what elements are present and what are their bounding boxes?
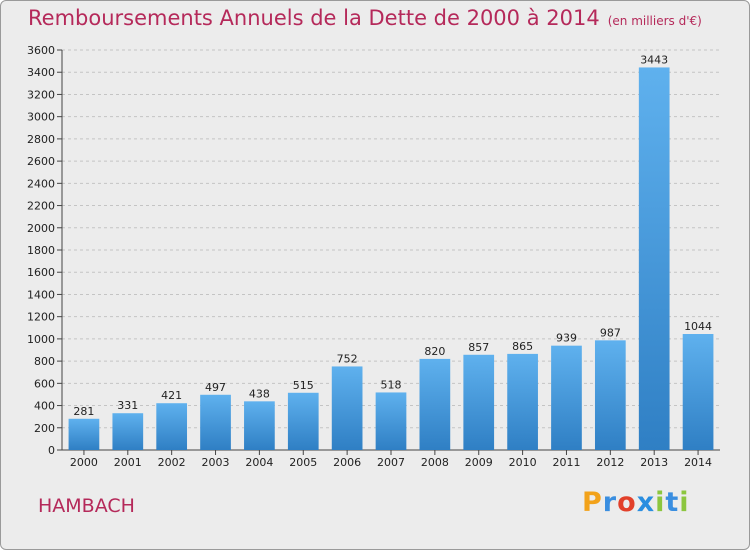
y-tick-label: 2200 bbox=[27, 200, 55, 213]
x-tick-label: 2006 bbox=[333, 456, 361, 469]
y-tick-label: 400 bbox=[34, 400, 55, 413]
data-label: 3443 bbox=[640, 53, 668, 66]
x-tick-label: 2009 bbox=[465, 456, 493, 469]
y-tick-label: 600 bbox=[34, 377, 55, 390]
data-label: 1044 bbox=[684, 320, 712, 333]
data-label: 865 bbox=[512, 340, 533, 353]
x-tick-label: 2005 bbox=[289, 456, 317, 469]
bar bbox=[375, 392, 407, 450]
y-tick-label: 3000 bbox=[27, 111, 55, 124]
bar bbox=[200, 394, 231, 450]
bar bbox=[419, 358, 451, 450]
data-label: 497 bbox=[205, 381, 226, 394]
data-label: 518 bbox=[381, 378, 402, 391]
data-label: 281 bbox=[73, 405, 94, 418]
y-tick-label: 3400 bbox=[27, 66, 55, 79]
proxiti-logo: Proxiti bbox=[582, 487, 690, 518]
y-tick-label: 200 bbox=[34, 422, 55, 435]
y-tick-label: 2000 bbox=[27, 222, 55, 235]
unit-note: (en milliers d'€) bbox=[607, 14, 702, 28]
data-label: 939 bbox=[556, 332, 577, 345]
x-tick-label: 2010 bbox=[509, 456, 537, 469]
x-tick-label: 2014 bbox=[684, 456, 712, 469]
bar bbox=[594, 340, 626, 450]
y-tick-label: 2600 bbox=[27, 155, 55, 168]
bar bbox=[638, 67, 670, 450]
y-tick-label: 1600 bbox=[27, 266, 55, 279]
x-tick-label: 2000 bbox=[70, 456, 98, 469]
y-tick-label: 1200 bbox=[27, 311, 55, 324]
y-tick-label: 2400 bbox=[27, 177, 55, 190]
y-tick-label: 1400 bbox=[27, 288, 55, 301]
y-tick-label: 3200 bbox=[27, 88, 55, 101]
x-tick-label: 2002 bbox=[158, 456, 186, 469]
x-tick-label: 2011 bbox=[552, 456, 580, 469]
data-label: 987 bbox=[600, 326, 621, 339]
bar bbox=[331, 366, 363, 450]
y-tick-label: 0 bbox=[48, 444, 55, 457]
bars bbox=[68, 67, 714, 450]
data-label: 421 bbox=[161, 389, 182, 402]
bar bbox=[112, 413, 144, 450]
title-text: Remboursements Annuels de la Dette de 20… bbox=[28, 6, 600, 30]
place-name: HAMBACH bbox=[38, 495, 135, 517]
y-tick-label: 1000 bbox=[27, 333, 55, 346]
bar bbox=[287, 392, 319, 450]
labels: 0 200 400 600 800 1000 1200 1400 1600 1800 2000 220… bbox=[27, 44, 712, 469]
bar bbox=[682, 334, 714, 450]
y-tick-label: 3600 bbox=[27, 44, 55, 57]
data-label: 857 bbox=[468, 341, 489, 354]
y-tick-label: 2800 bbox=[27, 133, 55, 146]
data-label: 820 bbox=[424, 345, 445, 358]
x-tick-label: 2003 bbox=[202, 456, 230, 469]
bar bbox=[551, 345, 582, 450]
bar bbox=[156, 403, 188, 450]
x-tick-label: 2013 bbox=[640, 456, 668, 469]
bar bbox=[507, 353, 538, 450]
bar bbox=[463, 354, 495, 450]
x-tick-label: 2007 bbox=[377, 456, 405, 469]
chart-title: Remboursements Annuels de la Dette de 20… bbox=[28, 6, 702, 30]
y-tick-label: 1800 bbox=[27, 244, 55, 257]
data-label: 752 bbox=[337, 352, 358, 365]
x-tick-label: 2008 bbox=[421, 456, 449, 469]
bar bbox=[244, 401, 275, 450]
bar bbox=[68, 418, 100, 450]
x-tick-label: 2001 bbox=[114, 456, 142, 469]
x-tick-label: 2012 bbox=[596, 456, 624, 469]
x-tick-label: 2004 bbox=[245, 456, 273, 469]
data-label: 331 bbox=[117, 399, 138, 412]
data-label: 515 bbox=[293, 379, 314, 392]
data-label: 438 bbox=[249, 387, 270, 400]
y-tick-label: 800 bbox=[34, 355, 55, 368]
